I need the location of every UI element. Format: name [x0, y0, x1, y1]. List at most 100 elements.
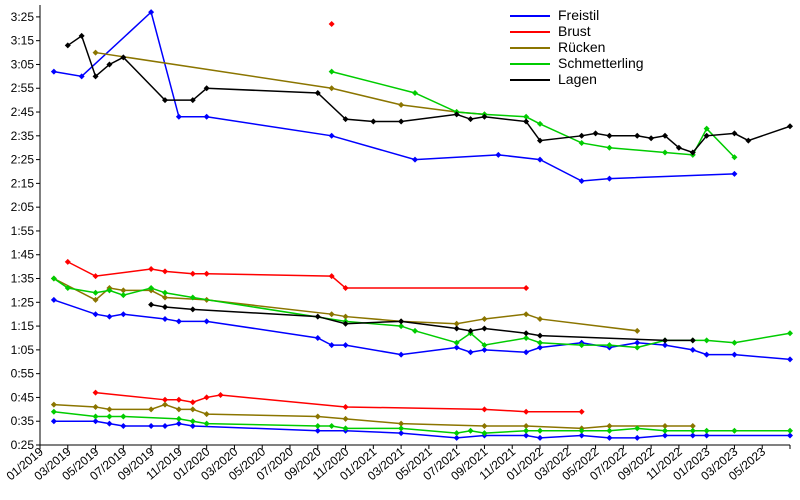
data-point: [648, 135, 654, 141]
y-axis: 0:250:350:450:551:051:151:251:351:451:55…: [11, 10, 40, 452]
data-point: [51, 402, 57, 408]
data-point: [51, 409, 57, 415]
data-point: [704, 352, 710, 358]
data-point: [218, 392, 224, 398]
data-point: [634, 328, 640, 334]
legend: FreistilBrustRückenSchmetterlingLagen: [510, 7, 644, 87]
data-point: [537, 428, 543, 434]
swim-times-chart: 0:250:350:450:551:051:151:251:351:451:55…: [0, 0, 800, 500]
x-axis: 01/201903/201905/201907/201909/201911/20…: [4, 444, 790, 483]
data-point: [190, 406, 196, 412]
data-point: [51, 69, 57, 75]
data-point: [51, 297, 57, 303]
data-point: [148, 302, 154, 308]
data-point: [204, 394, 210, 400]
data-point: [176, 318, 182, 324]
data-point: [468, 116, 474, 122]
data-point: [468, 428, 474, 434]
data-point: [343, 416, 349, 422]
y-tick-label: 3:05: [11, 57, 35, 71]
data-point: [148, 423, 154, 429]
data-point: [537, 333, 543, 339]
data-point: [315, 314, 321, 320]
data-point: [343, 404, 349, 410]
y-tick-label: 2:35: [11, 129, 35, 143]
series-Freistil-200: [51, 9, 738, 184]
data-point: [731, 130, 737, 136]
data-point: [329, 342, 335, 348]
data-point: [523, 428, 529, 434]
data-point: [162, 304, 168, 310]
y-tick-label: 2:55: [11, 81, 35, 95]
data-point: [412, 157, 418, 163]
data-point: [690, 428, 696, 434]
series-Brust-100: [65, 259, 529, 291]
data-point: [579, 133, 585, 139]
series-Brust-50: [93, 390, 585, 415]
data-point: [481, 406, 487, 412]
data-point: [662, 149, 668, 155]
data-point: [106, 314, 112, 320]
data-point: [51, 418, 57, 424]
data-point: [454, 325, 460, 331]
data-point: [93, 273, 99, 279]
y-tick-label: 0:45: [11, 390, 35, 404]
data-point: [523, 285, 529, 291]
y-tick-label: 1:15: [11, 319, 35, 333]
y-tick-label: 1:25: [11, 295, 35, 309]
data-point: [398, 318, 404, 324]
series-Brust-200: [329, 21, 335, 27]
legend-label: Schmetterling: [558, 55, 644, 71]
data-point: [398, 425, 404, 431]
data-point: [606, 145, 612, 151]
data-point: [148, 266, 154, 272]
legend-label: Freistil: [558, 7, 599, 23]
data-point: [329, 69, 335, 75]
y-tick-label: 3:25: [11, 10, 35, 24]
data-point: [731, 340, 737, 346]
y-tick-label: 1:35: [11, 272, 35, 286]
data-point: [731, 428, 737, 434]
data-point: [370, 119, 376, 125]
data-point: [93, 413, 99, 419]
data-point: [162, 290, 168, 296]
data-point: [481, 423, 487, 429]
data-point: [315, 413, 321, 419]
data-point: [523, 311, 529, 317]
series-Schmett-50: [51, 409, 793, 436]
data-point: [606, 435, 612, 441]
data-point: [731, 171, 737, 177]
data-point: [343, 342, 349, 348]
legend-label: Lagen: [558, 71, 597, 87]
data-point: [204, 318, 210, 324]
data-point: [93, 390, 99, 396]
data-point: [634, 344, 640, 350]
series-Ruecken-200: [93, 50, 488, 118]
y-tick-label: 2:45: [11, 105, 35, 119]
legend-label: Brust: [558, 23, 591, 39]
data-point: [690, 337, 696, 343]
data-point: [190, 306, 196, 312]
data-point: [204, 411, 210, 417]
y-tick-label: 1:05: [11, 343, 35, 357]
data-point: [537, 340, 543, 346]
data-point: [606, 428, 612, 434]
data-point: [106, 406, 112, 412]
legend-label: Rücken: [558, 39, 605, 55]
data-point: [704, 337, 710, 343]
series-Lagen-200: [65, 33, 793, 156]
data-point: [787, 123, 793, 129]
y-tick-label: 3:15: [11, 34, 35, 48]
data-point: [523, 330, 529, 336]
data-point: [412, 90, 418, 96]
data-point: [190, 418, 196, 424]
data-point: [329, 21, 335, 27]
data-point: [468, 349, 474, 355]
data-point: [162, 268, 168, 274]
data-point: [634, 133, 640, 139]
data-point: [120, 413, 126, 419]
data-point: [398, 119, 404, 125]
data-point: [204, 271, 210, 277]
data-point: [481, 325, 487, 331]
data-point: [93, 404, 99, 410]
